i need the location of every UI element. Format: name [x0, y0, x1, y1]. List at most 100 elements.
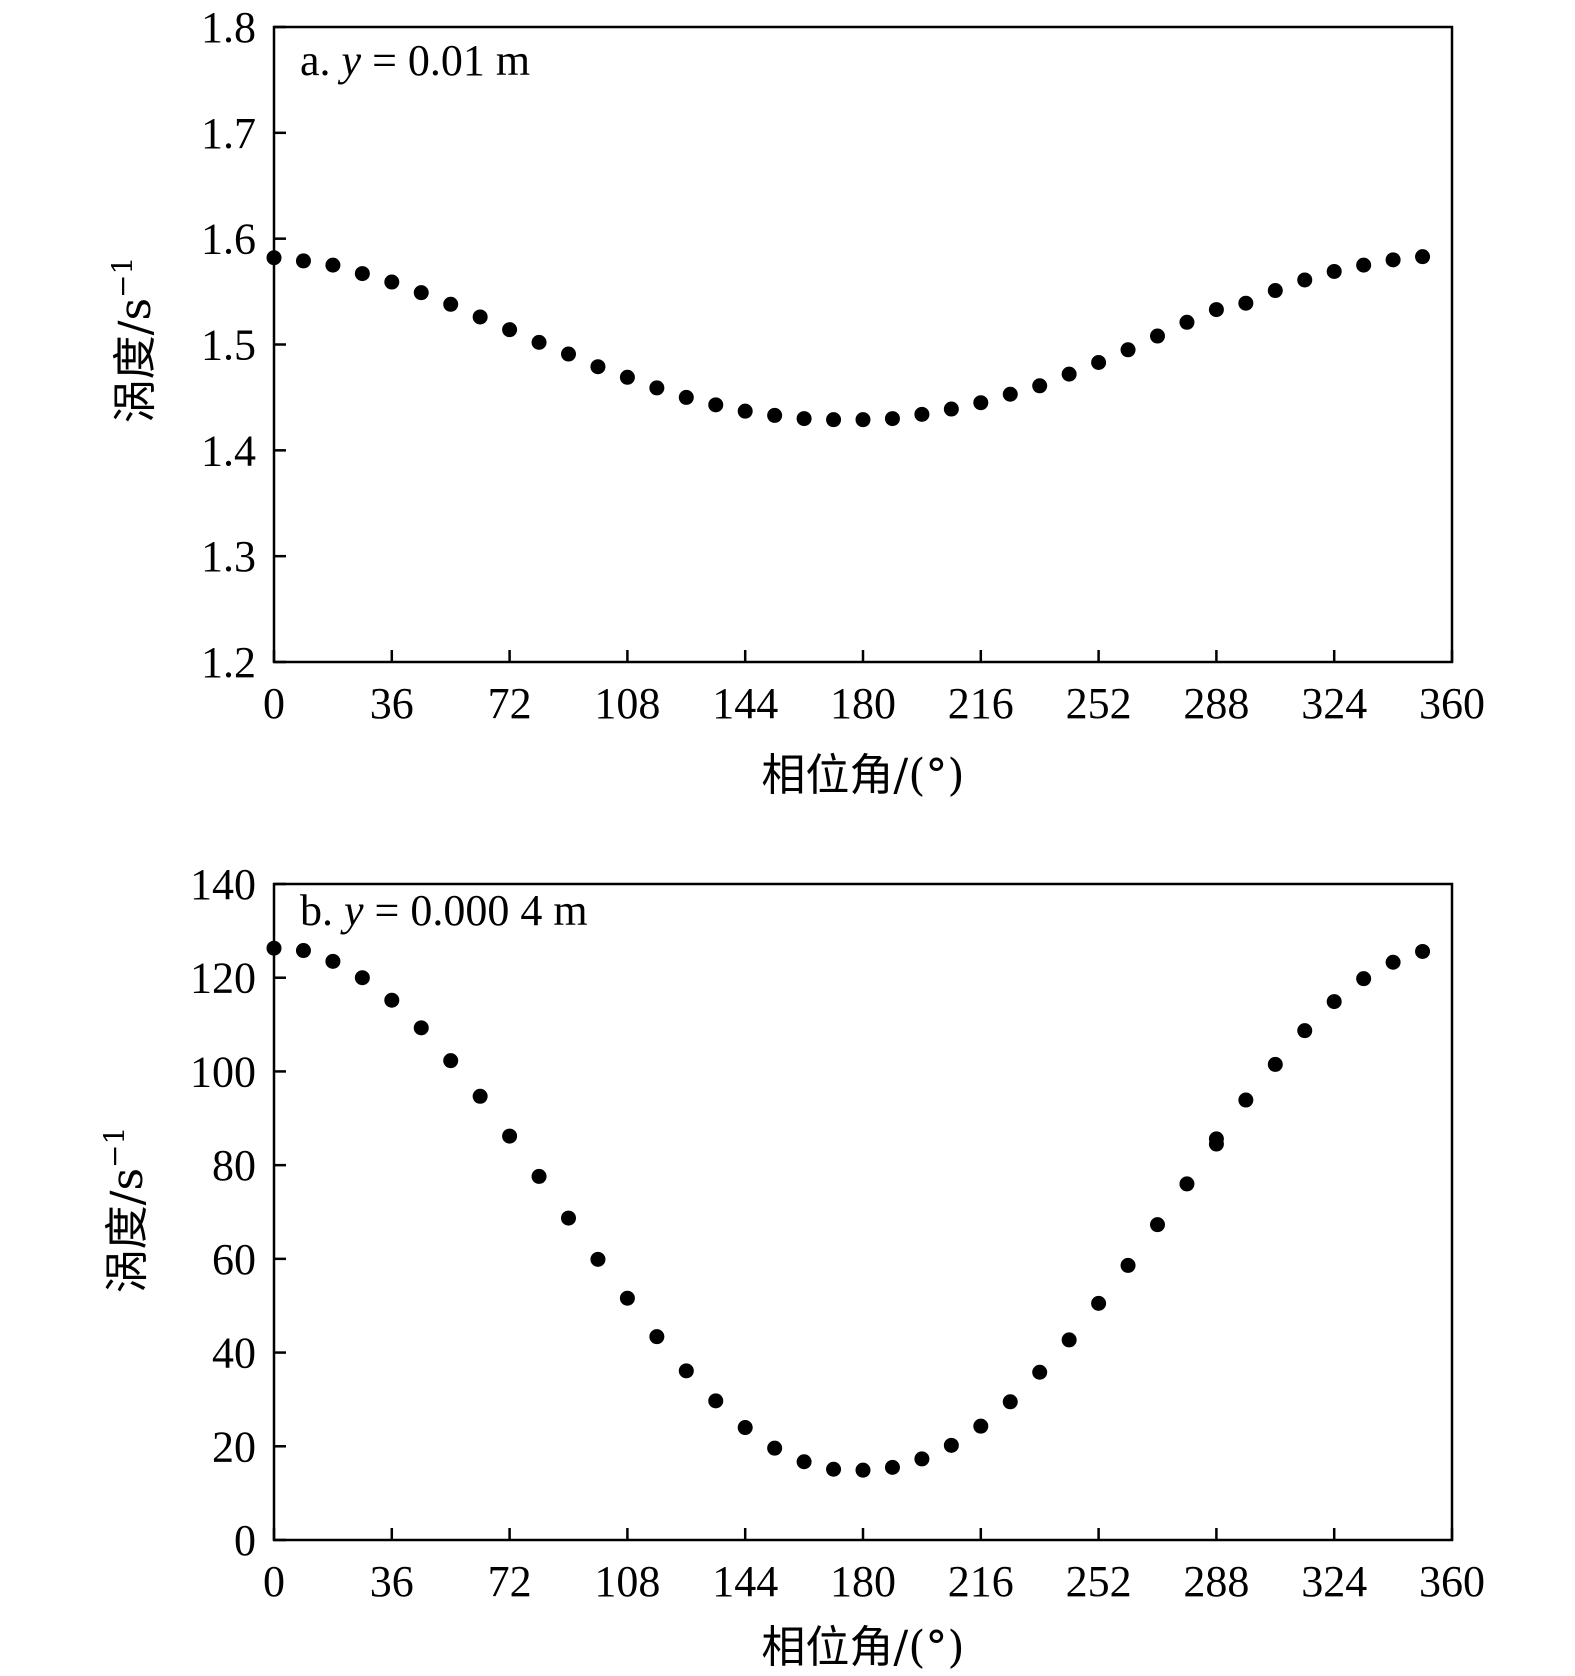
data-point — [1002, 1394, 1018, 1410]
y-axis-title-superscript: −1 — [106, 257, 139, 298]
panel-letter: b. — [300, 886, 344, 935]
x-tick-label: 216 — [948, 1557, 1014, 1606]
panel-a: 0 36 72 108 144 180 216 252 288 324 360 1.2 1.3 1.4 1.… — [106, 3, 1485, 801]
data-point — [266, 940, 282, 956]
x-tick-label: 216 — [948, 679, 1014, 728]
x-tick-label: 288 — [1183, 679, 1249, 728]
y-tick-label: 1.8 — [201, 3, 256, 52]
x-tick-label: 144 — [712, 679, 778, 728]
y-tick-label: 60 — [212, 1235, 256, 1284]
x-tick-label: 360 — [1419, 679, 1485, 728]
x-tick-label: 72 — [488, 679, 532, 728]
data-point — [1150, 1217, 1165, 1233]
data-point — [1356, 971, 1372, 987]
data-point — [325, 953, 341, 969]
data-point — [855, 1462, 871, 1478]
y-axis-title-main: 涡度/s — [102, 1168, 153, 1293]
data-point — [914, 1451, 930, 1467]
y-tick-label: 80 — [212, 1141, 256, 1190]
data-point — [1267, 283, 1283, 299]
data-point — [1179, 314, 1195, 330]
data-point — [531, 334, 547, 350]
data-point — [649, 380, 665, 396]
data-point — [1238, 1092, 1254, 1108]
data-point — [266, 250, 282, 266]
data-point — [1267, 1056, 1283, 1072]
data-point — [1032, 1364, 1048, 1380]
x-tick-label: 108 — [594, 1557, 660, 1606]
panel-variable: y — [340, 886, 364, 935]
data-point — [561, 346, 576, 362]
x-tick-label: 180 — [830, 679, 896, 728]
x-tick-label: 324 — [1301, 679, 1367, 728]
data-point — [1091, 354, 1107, 370]
data-point — [1238, 295, 1254, 311]
x-tick-label: 252 — [1066, 1557, 1132, 1606]
data-point — [413, 1020, 429, 1036]
data-point — [1297, 272, 1313, 288]
data-point — [1297, 1023, 1313, 1039]
x-tick-label: 36 — [370, 1557, 414, 1606]
data-point — [1061, 1332, 1077, 1348]
x-tick-label: 72 — [488, 1557, 532, 1606]
y-tick-label: 1.6 — [201, 215, 256, 264]
data-point — [678, 389, 694, 405]
data-point — [1150, 328, 1165, 344]
data-point — [1120, 1257, 1136, 1273]
data-point — [855, 412, 871, 428]
data-point — [826, 412, 842, 428]
data-point — [767, 1440, 783, 1456]
data-point — [325, 257, 341, 273]
data-point — [943, 401, 959, 417]
x-tick-label: 108 — [594, 679, 660, 728]
data-point — [1326, 263, 1342, 279]
data-point — [1091, 1295, 1107, 1311]
data-point — [973, 395, 989, 411]
y-tick-label: 140 — [190, 860, 256, 909]
data-point — [1415, 249, 1431, 265]
data-point — [1002, 386, 1018, 402]
data-point — [502, 322, 518, 338]
data-point — [767, 407, 783, 423]
x-tick-label: 288 — [1183, 1557, 1249, 1606]
data-point — [502, 1128, 518, 1144]
x-axis-title: 相位角/(°) — [761, 750, 964, 801]
panel-value: = 0.000 4 m — [364, 886, 588, 935]
y-tick-label: 20 — [212, 1422, 256, 1471]
y-axis-title-superscript: −1 — [98, 1127, 131, 1168]
data-point — [1385, 954, 1401, 970]
data-point — [619, 369, 635, 385]
data-point — [472, 1088, 488, 1104]
y-tick-label: 1.4 — [201, 426, 256, 475]
data-point — [354, 266, 370, 282]
panel-label: a. y = 0.01 m — [300, 36, 530, 85]
plot-frame — [272, 25, 1454, 664]
y-tick-label: 1.2 — [201, 638, 256, 687]
data-point — [649, 1329, 665, 1345]
data-point — [737, 403, 753, 419]
x-tick-label: 180 — [830, 1557, 896, 1606]
data-point — [1120, 342, 1136, 358]
x-tick-label: 36 — [370, 679, 414, 728]
data-point — [295, 253, 311, 269]
data-point — [1061, 366, 1077, 382]
data-point — [1179, 1176, 1195, 1192]
data-point — [619, 1290, 635, 1306]
y-axis-title: 涡度/s−1 — [106, 257, 161, 424]
data-point — [1385, 252, 1401, 268]
data-point — [826, 1461, 842, 1477]
x-tick-label: 360 — [1419, 1557, 1485, 1606]
y-tick-label: 1.3 — [201, 532, 256, 581]
data-point — [943, 1437, 959, 1453]
data-point — [1415, 943, 1431, 959]
plot-frame — [272, 882, 1454, 1542]
data-point — [737, 1420, 753, 1436]
data-point — [590, 359, 606, 375]
data-point — [884, 1459, 900, 1475]
x-tick-label: 0 — [263, 679, 285, 728]
data-point — [1208, 1131, 1224, 1147]
y-axis-title-main: 涡度/s — [110, 298, 161, 423]
data-point — [796, 1454, 812, 1470]
data-point — [708, 1393, 724, 1409]
